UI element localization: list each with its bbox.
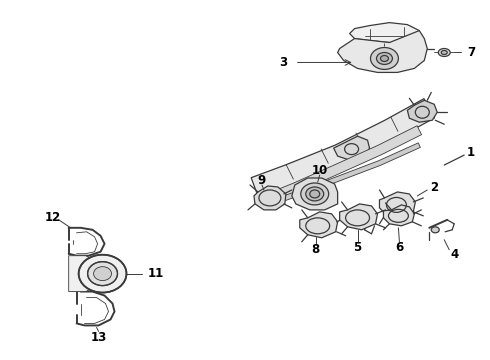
Polygon shape — [338, 31, 427, 72]
Ellipse shape — [431, 227, 439, 233]
Polygon shape — [69, 256, 106, 292]
Polygon shape — [384, 205, 415, 226]
Text: 3: 3 — [279, 56, 287, 69]
Ellipse shape — [301, 183, 329, 205]
Ellipse shape — [94, 267, 112, 280]
Text: 5: 5 — [353, 241, 362, 254]
Text: 4: 4 — [450, 248, 458, 261]
Ellipse shape — [88, 262, 118, 285]
Text: 1: 1 — [467, 145, 475, 159]
Polygon shape — [279, 143, 420, 202]
Polygon shape — [254, 186, 286, 210]
Ellipse shape — [441, 50, 447, 54]
Text: 13: 13 — [91, 331, 107, 344]
Text: 8: 8 — [312, 243, 320, 256]
Polygon shape — [349, 23, 419, 42]
Ellipse shape — [370, 48, 398, 69]
Ellipse shape — [380, 55, 389, 62]
Ellipse shape — [438, 49, 450, 57]
Text: 6: 6 — [395, 241, 404, 254]
Polygon shape — [258, 126, 421, 207]
Polygon shape — [251, 99, 435, 198]
Text: 2: 2 — [430, 181, 439, 194]
Polygon shape — [300, 212, 338, 238]
Polygon shape — [407, 100, 437, 122]
Polygon shape — [334, 136, 369, 160]
Text: 11: 11 — [147, 267, 164, 280]
Ellipse shape — [306, 187, 324, 201]
Text: 9: 9 — [258, 174, 266, 186]
Ellipse shape — [78, 255, 126, 293]
Polygon shape — [340, 204, 377, 230]
Ellipse shape — [376, 53, 392, 64]
Ellipse shape — [310, 190, 319, 198]
Text: 7: 7 — [467, 46, 475, 59]
Text: 12: 12 — [45, 211, 61, 224]
Text: 10: 10 — [312, 163, 328, 176]
Polygon shape — [292, 178, 338, 210]
Polygon shape — [379, 192, 416, 218]
